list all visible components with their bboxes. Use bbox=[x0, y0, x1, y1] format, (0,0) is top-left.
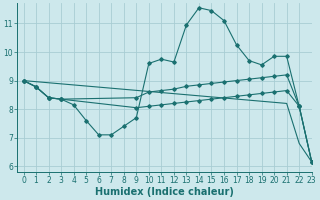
X-axis label: Humidex (Indice chaleur): Humidex (Indice chaleur) bbox=[95, 187, 234, 197]
